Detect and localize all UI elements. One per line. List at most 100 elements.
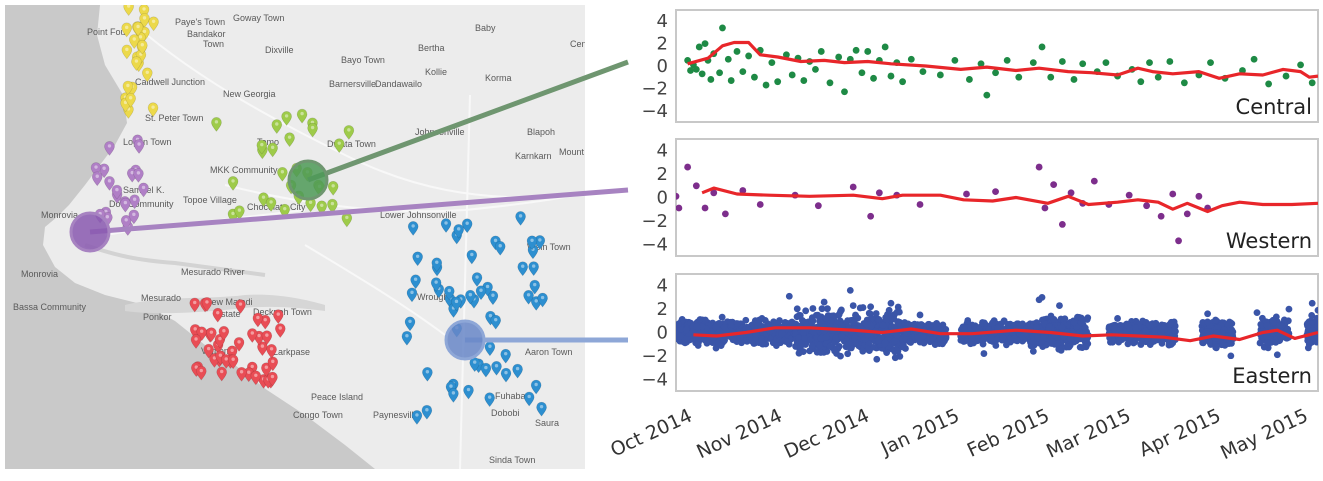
map-pin-blue[interactable]	[430, 277, 442, 293]
map-pin-purple[interactable]	[104, 176, 115, 191]
map-pin-green[interactable]	[307, 122, 318, 138]
map-pin-blue[interactable]	[523, 290, 534, 305]
map-pin-purple[interactable]	[120, 197, 131, 213]
map-pin-blue[interactable]	[530, 379, 542, 395]
map-pin-green[interactable]	[234, 205, 245, 221]
map-pin-blue[interactable]	[404, 316, 416, 332]
map-pin-blue[interactable]	[410, 274, 421, 290]
map-pin-blue[interactable]	[407, 221, 419, 236]
map-pin-blue[interactable]	[469, 357, 481, 373]
map-pin-purple[interactable]	[133, 168, 144, 183]
map-pin-green[interactable]	[267, 142, 278, 158]
map-pin-green[interactable]	[277, 167, 288, 182]
map-pin-red[interactable]	[212, 307, 224, 323]
map-pin-blue[interactable]	[494, 241, 506, 256]
map-pin-blue[interactable]	[500, 348, 511, 364]
map-pin-green[interactable]	[341, 212, 353, 228]
map-pin-green[interactable]	[296, 108, 308, 124]
map-pin-blue[interactable]	[444, 285, 455, 301]
map-pin-purple[interactable]	[129, 194, 140, 210]
map-pin-red[interactable]	[250, 370, 262, 386]
map-pin-blue[interactable]	[517, 261, 529, 277]
map-pin-purple[interactable]	[138, 182, 149, 198]
map-pin-blue[interactable]	[490, 314, 502, 330]
western-cluster-highlight[interactable]	[69, 211, 111, 253]
map-pin-purple[interactable]	[120, 215, 132, 230]
map-pin-red[interactable]	[218, 326, 230, 341]
map-pin-purple[interactable]	[91, 171, 103, 187]
map-pin-purple[interactable]	[133, 139, 145, 154]
map-pin-blue[interactable]	[484, 392, 495, 408]
map-pin-blue[interactable]	[451, 296, 462, 312]
map-pin-red[interactable]	[261, 362, 272, 378]
map-pin-red[interactable]	[227, 354, 239, 370]
map-pin-purple[interactable]	[128, 209, 140, 225]
map-pin-blue[interactable]	[411, 410, 423, 425]
map-pin-blue[interactable]	[536, 401, 547, 417]
map-pin-red[interactable]	[190, 334, 202, 349]
map-pin-blue[interactable]	[475, 285, 487, 301]
map-pin-blue[interactable]	[412, 251, 423, 267]
map-pin-yellow[interactable]	[148, 16, 159, 32]
map-pin-green[interactable]	[271, 119, 283, 134]
map-pin-blue[interactable]	[406, 287, 418, 303]
map-pin-blue[interactable]	[463, 384, 474, 400]
map-pin-blue[interactable]	[523, 391, 535, 407]
map-pin-green[interactable]	[327, 181, 339, 196]
eastern-cluster-highlight[interactable]	[444, 319, 486, 361]
map-pin-red[interactable]	[267, 371, 278, 387]
map-pin-green[interactable]	[227, 176, 239, 191]
map-pin-yellow[interactable]	[123, 5, 134, 16]
map-pin-green[interactable]	[258, 192, 269, 208]
map-pin-blue[interactable]	[537, 292, 548, 308]
map-pin-blue[interactable]	[461, 218, 473, 234]
map-pin-blue[interactable]	[466, 249, 478, 265]
map-pin-red[interactable]	[274, 323, 286, 338]
map-pin-green[interactable]	[281, 111, 292, 126]
map-pin-green[interactable]	[211, 117, 222, 132]
map-pin-green[interactable]	[333, 138, 345, 154]
map-pin-red[interactable]	[236, 367, 247, 382]
map-pin-blue[interactable]	[491, 361, 502, 376]
map-pin-green[interactable]	[265, 197, 277, 212]
map-pin-blue[interactable]	[431, 257, 443, 273]
map-pin-blue[interactable]	[526, 235, 538, 251]
map-pin-red[interactable]	[235, 299, 246, 315]
map-pin-green[interactable]	[256, 139, 268, 155]
map-pin-yellow[interactable]	[121, 22, 132, 38]
map-pin-red[interactable]	[189, 297, 201, 313]
central-cluster-highlight[interactable]	[287, 159, 329, 201]
map-pin-blue[interactable]	[422, 367, 433, 382]
map-pin-red[interactable]	[266, 344, 277, 359]
map-pin-yellow[interactable]	[121, 44, 133, 60]
map-pin-red[interactable]	[216, 366, 228, 382]
map-pin-blue[interactable]	[471, 272, 483, 288]
map-pin-red[interactable]	[252, 312, 264, 328]
map-pin-blue[interactable]	[515, 211, 526, 226]
map-pin-blue[interactable]	[487, 290, 499, 306]
map-pin-green[interactable]	[343, 125, 355, 140]
map-pin-red[interactable]	[272, 309, 284, 325]
map-pin-blue[interactable]	[453, 224, 465, 239]
map-pin-red[interactable]	[261, 330, 273, 346]
map-pin-yellow[interactable]	[125, 93, 136, 108]
map-pin-green[interactable]	[327, 198, 338, 214]
map-pin-red[interactable]	[201, 297, 213, 312]
map-pin-yellow[interactable]	[131, 56, 142, 72]
map-pin-blue[interactable]	[448, 388, 459, 403]
map-pin-blue[interactable]	[465, 289, 476, 305]
map-pin-yellow[interactable]	[122, 80, 134, 96]
map-pin-red[interactable]	[247, 328, 258, 343]
map-pin-blue[interactable]	[512, 363, 523, 379]
map-pin-blue[interactable]	[480, 362, 492, 378]
map-pin-yellow[interactable]	[147, 102, 159, 118]
map-pin-blue[interactable]	[401, 330, 413, 346]
map-pin-green[interactable]	[284, 132, 295, 148]
map-pin-yellow[interactable]	[136, 39, 148, 55]
map-pin-red[interactable]	[233, 337, 245, 352]
map-pin-red[interactable]	[206, 327, 217, 343]
map-pin-blue[interactable]	[440, 218, 452, 233]
map-pin-yellow[interactable]	[141, 67, 153, 83]
map-pin-purple[interactable]	[111, 184, 123, 200]
